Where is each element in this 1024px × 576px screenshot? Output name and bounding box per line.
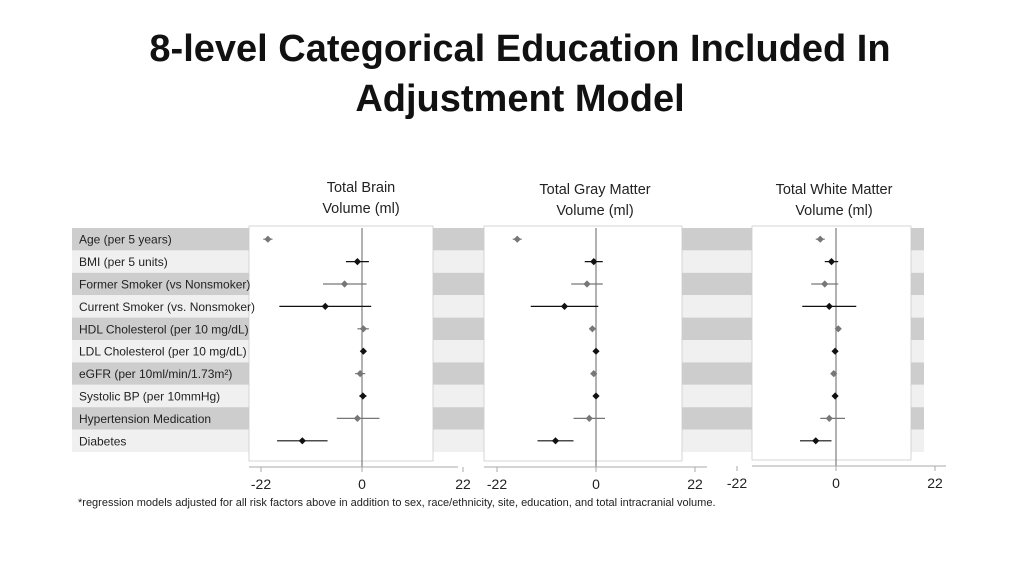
point-estimate <box>583 280 591 288</box>
row-label: eGFR (per 10ml/min/1.73m²) <box>79 367 232 381</box>
row-label: HDL Cholesterol (per 10 mg/dL) <box>79 322 249 336</box>
point-estimate <box>588 325 596 333</box>
point-estimate <box>551 437 560 445</box>
point-estimate <box>356 370 364 378</box>
point-estimate <box>359 325 367 333</box>
panel-background <box>248 225 434 462</box>
x-tick-label: 0 <box>358 476 366 492</box>
point-estimate <box>590 370 598 378</box>
panel-title-brain: Total Brain Volume (ml) <box>261 178 461 220</box>
point-estimate <box>831 392 839 400</box>
panel-title-gray-line1: Total Gray Matter <box>539 182 651 198</box>
panel-title-brain-line1: Total Brain <box>326 180 396 196</box>
point-estimate <box>264 235 272 243</box>
panel-title-white-line1: Total White Matter <box>775 182 893 198</box>
point-estimate <box>825 414 833 422</box>
row-label: Systolic BP (per 10mmHg) <box>79 390 220 404</box>
panel-title-brain-line2: Volume (ml) <box>322 201 400 217</box>
point-estimate <box>560 302 569 310</box>
point-estimate <box>825 302 833 310</box>
row-label: Current Smoker (vs. Nonsmoker) <box>79 300 255 314</box>
panel-1: -22 0 22 <box>484 228 707 492</box>
point-estimate <box>592 392 600 400</box>
x-tick-label: -22 <box>251 476 271 492</box>
x-tick-label: -22 <box>487 476 507 492</box>
point-estimate <box>830 370 838 378</box>
x-tick-label: -22 <box>727 475 747 491</box>
point-estimate <box>321 302 329 310</box>
point-estimate <box>585 414 593 422</box>
point-estimate <box>359 347 367 355</box>
point-estimate <box>592 347 600 355</box>
point-estimate <box>827 258 836 266</box>
footnote: *regression models adjusted for all risk… <box>78 497 716 509</box>
panel-title-white-line2: Volume (ml) <box>795 203 873 219</box>
row-label: LDL Cholesterol (per 10 mg/dL) <box>79 345 247 359</box>
row-label: Hypertension Medication <box>79 412 211 426</box>
panel-title-gray-matter: Total Gray Matter Volume (ml) <box>495 180 695 222</box>
row-label: Former Smoker (vs Nonsmoker) <box>79 278 250 292</box>
point-estimate <box>831 347 839 355</box>
row-label: Age (per 5 years) <box>79 233 172 247</box>
point-estimate <box>816 235 824 243</box>
slide-title: 8-level Categorical Education Included I… <box>149 28 891 120</box>
point-estimate <box>513 235 521 243</box>
point-estimate <box>590 258 598 266</box>
point-estimate <box>834 325 842 333</box>
point-estimate <box>812 437 820 445</box>
row-label: BMI (per 5 units) <box>79 255 168 269</box>
point-estimate <box>353 414 362 422</box>
point-estimate <box>353 258 362 266</box>
x-tick-label: 0 <box>832 475 840 491</box>
row-labels: Age (per 5 years) BMI (per 5 units) Former… <box>79 233 255 449</box>
x-tick-label: 22 <box>687 476 703 492</box>
point-estimate <box>298 437 306 445</box>
point-estimate <box>340 280 349 288</box>
row-label: Diabetes <box>79 434 126 448</box>
panel-0: -22 0 22 <box>249 228 471 492</box>
x-tick-label: 0 <box>592 476 600 492</box>
point-estimate <box>821 280 829 288</box>
point-estimate <box>359 392 367 400</box>
panel-title-white-matter: Total White Matter Volume (ml) <box>734 180 934 222</box>
panel-2: -22 0 22 <box>727 228 946 491</box>
panel-background <box>483 225 683 462</box>
panel-title-gray-line2: Volume (ml) <box>556 203 634 219</box>
x-tick-label: 22 <box>455 476 471 492</box>
x-tick-label: 22 <box>927 475 943 491</box>
